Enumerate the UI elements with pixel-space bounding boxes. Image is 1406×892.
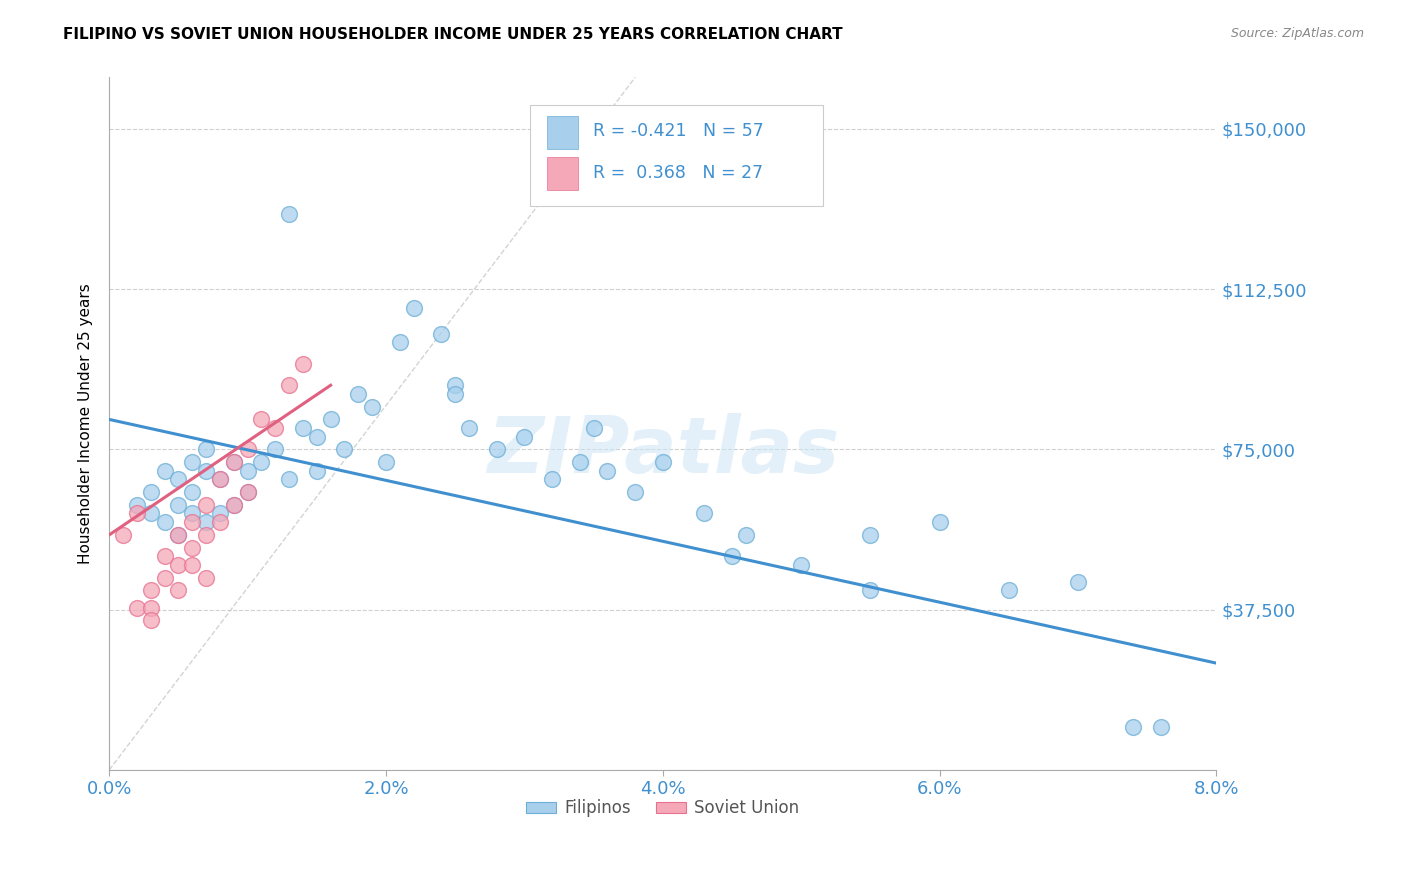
Point <box>651 455 673 469</box>
Point <box>153 464 176 478</box>
Point <box>236 464 259 478</box>
Bar <box>547 116 578 149</box>
Point <box>195 464 218 478</box>
Point <box>139 485 162 500</box>
Point <box>402 301 425 316</box>
Point <box>139 507 162 521</box>
Point <box>208 515 231 529</box>
Point <box>264 421 287 435</box>
Point <box>125 507 148 521</box>
Point <box>208 507 231 521</box>
Point <box>790 558 813 572</box>
Point <box>513 429 536 443</box>
Text: R =  0.368   N = 27: R = 0.368 N = 27 <box>593 164 763 182</box>
Point <box>305 464 328 478</box>
Point <box>181 507 204 521</box>
FancyBboxPatch shape <box>530 105 824 205</box>
Point <box>375 455 398 469</box>
Point <box>222 455 245 469</box>
Point <box>167 583 190 598</box>
Point <box>361 400 384 414</box>
Point <box>721 549 744 564</box>
Point <box>291 357 314 371</box>
Point <box>181 455 204 469</box>
Point <box>181 515 204 529</box>
Point <box>153 549 176 564</box>
Point <box>236 485 259 500</box>
Point <box>430 326 453 341</box>
Point <box>167 558 190 572</box>
Point <box>208 472 231 486</box>
Point <box>153 571 176 585</box>
Point <box>693 507 716 521</box>
Point <box>541 472 564 486</box>
Point <box>125 600 148 615</box>
Point <box>250 455 273 469</box>
Point <box>195 515 218 529</box>
Point <box>278 472 301 486</box>
Point <box>112 528 135 542</box>
Point <box>928 515 950 529</box>
Point <box>125 498 148 512</box>
Point <box>582 421 605 435</box>
Point <box>291 421 314 435</box>
Y-axis label: Householder Income Under 25 years: Householder Income Under 25 years <box>79 284 93 564</box>
Point <box>222 498 245 512</box>
Point <box>859 528 882 542</box>
Point <box>305 429 328 443</box>
Point <box>1067 574 1090 589</box>
Point <box>859 583 882 598</box>
Point <box>264 442 287 457</box>
Point <box>236 442 259 457</box>
Point <box>568 455 591 469</box>
Point <box>195 498 218 512</box>
Point <box>333 442 356 457</box>
Text: R = -0.421   N = 57: R = -0.421 N = 57 <box>593 122 763 140</box>
Point <box>181 541 204 555</box>
Point <box>167 528 190 542</box>
Point <box>278 378 301 392</box>
Point <box>624 485 647 500</box>
Point <box>222 498 245 512</box>
Point <box>167 498 190 512</box>
Bar <box>547 157 578 190</box>
Text: Source: ZipAtlas.com: Source: ZipAtlas.com <box>1230 27 1364 40</box>
Point <box>167 472 190 486</box>
Point <box>139 613 162 627</box>
Point <box>444 378 467 392</box>
Point <box>458 421 481 435</box>
Point <box>181 558 204 572</box>
Point <box>485 442 508 457</box>
Point <box>153 515 176 529</box>
Point <box>1122 720 1144 734</box>
Point <box>167 528 190 542</box>
Text: FILIPINO VS SOVIET UNION HOUSEHOLDER INCOME UNDER 25 YEARS CORRELATION CHART: FILIPINO VS SOVIET UNION HOUSEHOLDER INC… <box>63 27 842 42</box>
Point <box>444 386 467 401</box>
Point <box>278 207 301 221</box>
Point <box>208 472 231 486</box>
Point <box>319 412 342 426</box>
Point <box>1150 720 1173 734</box>
Point <box>347 386 370 401</box>
Point <box>596 464 619 478</box>
Point <box>181 485 204 500</box>
Point <box>388 335 411 350</box>
Point <box>195 442 218 457</box>
Point <box>734 528 756 542</box>
Point <box>236 485 259 500</box>
Point <box>139 583 162 598</box>
Point <box>195 571 218 585</box>
Point <box>139 600 162 615</box>
Point <box>997 583 1019 598</box>
Legend: Filipinos, Soviet Union: Filipinos, Soviet Union <box>519 793 806 824</box>
Point <box>250 412 273 426</box>
Point <box>195 528 218 542</box>
Text: ZIPatlas: ZIPatlas <box>486 413 839 490</box>
Point <box>222 455 245 469</box>
